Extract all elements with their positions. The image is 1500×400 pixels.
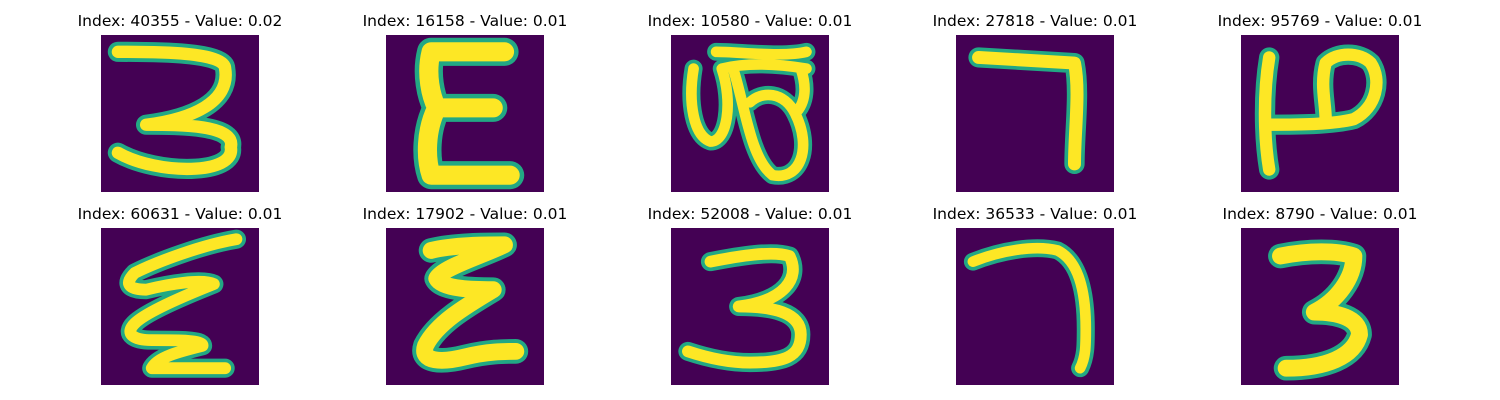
panel-title: Index: 36533 - Value: 0.01 [915,205,1155,223]
digit-image [956,35,1114,192]
digit-image [101,35,259,192]
digit-image [956,228,1114,385]
digit-image [1241,35,1399,192]
digit-glyph-three-icon [101,35,259,192]
digit-image [1241,228,1399,385]
digit-glyph-double-loop-icon [671,35,829,192]
digit-glyph-epsilon-icon [101,228,259,385]
digit-image [386,35,544,192]
panel-title: Index: 52008 - Value: 0.01 [630,205,870,223]
panel-title: Index: 95769 - Value: 0.01 [1200,12,1440,30]
digit-image [386,228,544,385]
panel-title: Index: 27818 - Value: 0.01 [915,12,1155,30]
panel-title: Index: 60631 - Value: 0.01 [60,205,300,223]
digit-glyph-epsilon-icon [386,228,544,385]
panel-title: Index: 10580 - Value: 0.01 [630,12,870,30]
digit-glyph-epsilon-icon [386,35,544,192]
digit-glyph-three-icon [1241,228,1399,385]
panel-title: Index: 8790 - Value: 0.01 [1200,205,1440,223]
digit-glyph-seven-icon [956,35,1114,192]
panel-title: Index: 16158 - Value: 0.01 [345,12,585,30]
digit-glyph-three-icon [671,228,829,385]
digit-image [101,228,259,385]
digit-glyph-seven-icon [956,228,1114,385]
panel-title: Index: 40355 - Value: 0.02 [60,12,300,30]
digit-image [671,228,829,385]
digit-glyph-h-hook-icon [1241,35,1399,192]
digit-image [671,35,829,192]
panel-title: Index: 17902 - Value: 0.01 [345,205,585,223]
